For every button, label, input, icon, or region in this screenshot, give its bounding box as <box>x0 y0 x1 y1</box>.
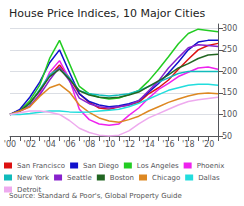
svg-text:Source: Standard & Poor's, Glo: Source: Standard & Poor's, Global Proper… <box>9 192 182 200</box>
svg-text:'00: '00 <box>4 140 16 149</box>
svg-text:Phoenix: Phoenix <box>197 162 225 170</box>
svg-text:'18: '18 <box>182 140 194 149</box>
svg-text:Boston: Boston <box>110 174 134 182</box>
svg-text:Seattle: Seattle <box>67 174 92 182</box>
svg-text:'04: '04 <box>43 140 55 149</box>
svg-text:300: 300 <box>222 24 237 33</box>
svg-text:Dallas: Dallas <box>198 174 220 182</box>
svg-text:Detroit: Detroit <box>17 185 42 194</box>
svg-text:'06: '06 <box>63 140 75 149</box>
svg-text:'02: '02 <box>24 140 36 149</box>
svg-text:250: 250 <box>222 45 237 54</box>
svg-text:50: 50 <box>222 132 232 141</box>
svg-text:Los Angeles: Los Angeles <box>137 162 179 170</box>
svg-text:'10: '10 <box>103 140 115 149</box>
svg-text:Chicago: Chicago <box>152 174 180 182</box>
svg-text:'16: '16 <box>162 140 174 149</box>
svg-text:100: 100 <box>222 110 237 119</box>
svg-text:House Price Indices, 10 Major: House Price Indices, 10 Major Cities <box>9 7 205 20</box>
svg-text:150: 150 <box>222 88 237 97</box>
svg-text:'08: '08 <box>83 140 95 149</box>
svg-text:'14: '14 <box>142 140 154 149</box>
svg-text:200: 200 <box>222 67 237 76</box>
svg-text:San Francisco: San Francisco <box>17 162 65 170</box>
svg-text:'12: '12 <box>123 140 135 149</box>
svg-text:New York: New York <box>17 174 50 182</box>
svg-text:San Diego: San Diego <box>83 162 119 170</box>
svg-text:'20: '20 <box>202 140 214 149</box>
